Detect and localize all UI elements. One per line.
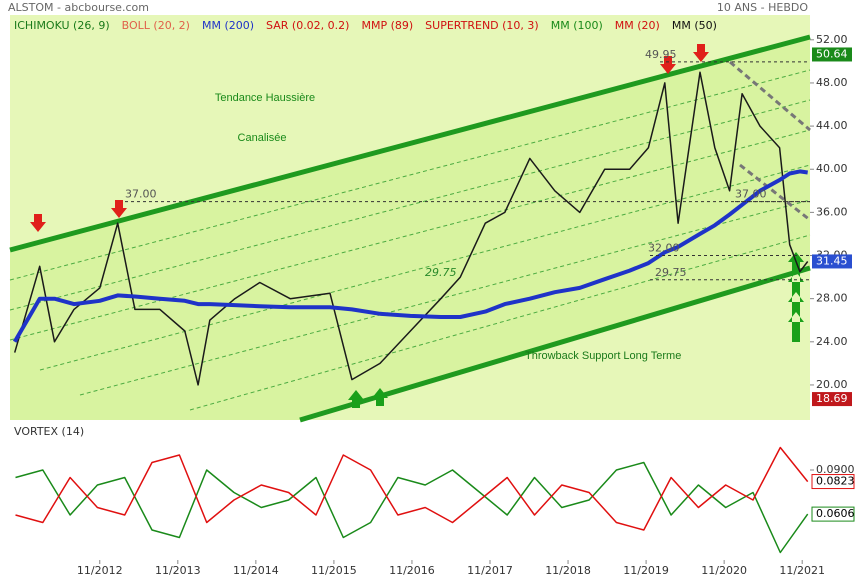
last-value-box xyxy=(812,47,852,62)
x-tick-label: 11/2015 xyxy=(311,564,357,577)
signal-arrows xyxy=(30,44,804,408)
sell-arrow xyxy=(660,56,676,74)
level-label: 32.00 xyxy=(648,242,680,255)
legend-item: MM (50) xyxy=(672,19,717,32)
y-tick-label: 20.00 xyxy=(816,378,848,391)
legend-item: SAR (0.02, 0.2) xyxy=(266,19,349,32)
buy-arrow xyxy=(788,252,804,342)
level-label: 49.95 xyxy=(645,48,677,61)
legend-item: SUPERTREND (10, 3) xyxy=(425,19,539,32)
vortex-area xyxy=(10,440,810,560)
vortex-line xyxy=(15,446,809,531)
level-label: 29.75 xyxy=(655,266,687,279)
legend-item: ICHIMOKU (26, 9) xyxy=(14,19,110,32)
headline: Canalisée xyxy=(238,132,287,144)
y-tick-label: 0.0900 xyxy=(816,463,855,476)
level-label: 29.75 xyxy=(425,266,457,279)
x-tick-label: 11/2016 xyxy=(389,564,435,577)
legend-item: BOLL (20, 2) xyxy=(122,19,190,32)
annotation: Throwback Support Long Terme xyxy=(525,350,681,362)
legend-item: MM (100) xyxy=(551,19,603,32)
last-value-label: 50.64 xyxy=(816,47,848,60)
upper-channel xyxy=(9,34,811,253)
level-label: 37.00 xyxy=(125,188,157,201)
resistance-line xyxy=(739,163,811,222)
last-value-label: 0.0606 xyxy=(816,507,855,520)
chart-subtitle: 10 ANS - HEBDO xyxy=(717,1,808,14)
last-value-label: 31.45 xyxy=(816,254,848,267)
y-tick-label: 44.00 xyxy=(816,119,848,132)
headline: Tendance Haussière xyxy=(215,92,315,104)
last-value-box xyxy=(811,474,855,490)
x-tick-label: 11/2019 xyxy=(623,564,669,577)
x-tick-label: 11/2012 xyxy=(77,564,123,577)
legend-item: MM (200) xyxy=(202,19,254,32)
y-tick-label: 28.00 xyxy=(816,292,848,305)
vortex-title: VORTEX (14) xyxy=(14,425,84,438)
last-value-box xyxy=(811,506,855,522)
y-tick-label: 40.00 xyxy=(816,162,848,175)
legend-item: MM (20) xyxy=(615,19,660,32)
x-tick-label: 11/2017 xyxy=(467,564,513,577)
vortex-line xyxy=(15,461,809,554)
last-value-label: 0.0823 xyxy=(816,475,855,488)
resistance-line xyxy=(729,60,811,132)
moving-average xyxy=(12,169,808,343)
last-value-box xyxy=(812,254,852,269)
legend-item: MMP (89) xyxy=(361,19,413,32)
x-tick-label: 11/2013 xyxy=(155,564,201,577)
channel-line xyxy=(9,69,811,281)
x-tick-label: 11/2020 xyxy=(701,564,747,577)
last-value-label: 18.69 xyxy=(816,392,848,405)
buy-arrow xyxy=(348,390,364,408)
price-line xyxy=(13,71,809,386)
last-value-box xyxy=(812,392,852,407)
x-tick-label: 11/2018 xyxy=(545,564,591,577)
x-tick-label: 11/2014 xyxy=(233,564,279,577)
sell-arrow xyxy=(111,200,127,218)
channel-line xyxy=(9,99,811,311)
y-tick-label: 48.00 xyxy=(816,76,848,89)
sell-arrow xyxy=(30,214,46,232)
sell-arrow xyxy=(693,44,709,62)
channel-lines xyxy=(9,69,811,411)
channel-line xyxy=(9,129,811,341)
level-label: 37.00 xyxy=(735,188,767,201)
y-tick-label: 52.00 xyxy=(816,33,848,46)
buy-arrow xyxy=(372,388,388,406)
y-tick-label: 36.00 xyxy=(816,205,848,218)
x-tick-label: 11/2021 xyxy=(779,564,825,577)
legend: ICHIMOKU (26, 9) BOLL (20, 2) MM (200) SAR … xyxy=(14,19,717,32)
channel-line xyxy=(189,234,811,411)
y-tick-label: 24.00 xyxy=(816,335,848,348)
chart-title: ALSTOM - abcbourse.com xyxy=(8,1,149,14)
